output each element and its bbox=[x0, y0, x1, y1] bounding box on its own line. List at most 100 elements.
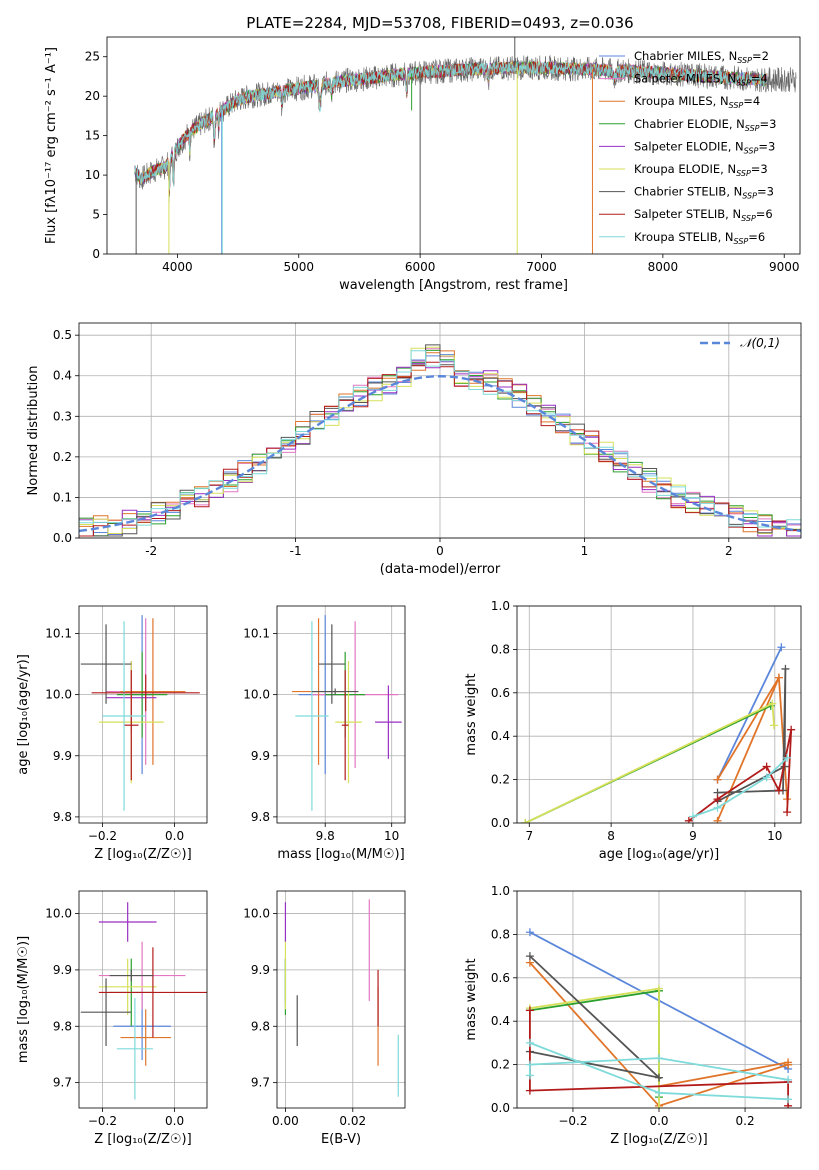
tick-label-y: 0.4 bbox=[53, 369, 72, 383]
tick-label-y: 9.9 bbox=[251, 963, 270, 977]
weight-line bbox=[529, 989, 660, 1098]
tick-label-y: 0.0 bbox=[53, 531, 72, 545]
weight-line bbox=[716, 677, 780, 822]
spectrum-model-line bbox=[134, 61, 767, 191]
y-axis-label: mass weight bbox=[464, 673, 479, 755]
plot-area bbox=[284, 899, 399, 1097]
tick-label-y: 0.3 bbox=[53, 409, 72, 423]
tick-label-y: 0.4 bbox=[491, 1014, 510, 1028]
weight-marker bbox=[525, 1006, 534, 1015]
weight-line bbox=[658, 1061, 789, 1088]
tick-label-x: 9 bbox=[689, 829, 697, 843]
tick-label-x: 5000 bbox=[283, 260, 314, 274]
x-axis-label: Z [log₁₀(Z/Z☉)] bbox=[94, 847, 191, 862]
tick-label-y: 10.0 bbox=[45, 907, 72, 921]
normal-reference-curve bbox=[79, 374, 801, 533]
weight-marker bbox=[783, 753, 792, 762]
tick-label-y: 9.8 bbox=[251, 810, 270, 824]
tick-label-x: 8 bbox=[607, 829, 615, 843]
tick-label-y: 9.8 bbox=[251, 1019, 270, 1033]
weight-line bbox=[524, 702, 775, 823]
chart-residuals: -2 -1 0 1 2 0.0 0.1 0.2 0.3 0.4 0.5 (data-model)/er… bbox=[26, 322, 802, 577]
plot-area bbox=[79, 344, 801, 537]
legend-label: Kroupa ELODIE, NSSP=3 bbox=[634, 162, 768, 178]
tick-label-y: 9.8 bbox=[53, 810, 72, 824]
weight-marker bbox=[784, 1058, 793, 1067]
axes-frame bbox=[276, 890, 406, 1109]
weight-marker bbox=[525, 928, 534, 937]
chart-title: PLATE=2284, MJD=53708, FIBERID=0493, z=0… bbox=[246, 14, 633, 32]
tick-label-y: 1.0 bbox=[491, 599, 510, 613]
axes-frame bbox=[516, 605, 802, 824]
tick-label-x: 0.02 bbox=[339, 1114, 366, 1128]
weight-marker bbox=[787, 725, 796, 734]
chart-mass_vs_Z: −0.2 0.0 9.7 9.8 9.9 10.0 Z [log₁₀(Z/Z☉)] mass … bbox=[16, 890, 208, 1147]
x-axis-label: mass [log₁₀(M/M☉)] bbox=[277, 847, 404, 862]
chart-weight_vs_age: 7 8 9 10 0.0 0.2 0.4 0.6 0.8 1.0 age [log₁₀(age/yr… bbox=[464, 599, 802, 862]
tick-label-y: 10.0 bbox=[243, 907, 270, 921]
tick-label-y: 0.2 bbox=[491, 1058, 510, 1072]
x-axis-label: wavelength [Angstrom, rest frame] bbox=[339, 278, 568, 293]
weight-marker bbox=[655, 984, 663, 993]
weight-marker bbox=[655, 1088, 663, 1097]
chart-age_vs_mass: 9.8 10 9.8 9.9 10.0 10.1 mass [log₁₀(M/M☉)] bbox=[243, 605, 406, 862]
weight-marker bbox=[713, 795, 722, 804]
y-axis-label: Normed distribution bbox=[26, 366, 41, 496]
tick-label-x: 7 bbox=[525, 829, 533, 843]
weight-marker bbox=[774, 786, 783, 795]
tick-label-x: 10 bbox=[384, 829, 399, 843]
tick-label-x: −0.2 bbox=[88, 1114, 117, 1128]
weight-marker bbox=[684, 816, 693, 823]
y-axis-label: Flux [fλ10⁻¹⁷ erg cm⁻² s⁻¹ A⁻¹] bbox=[44, 47, 59, 244]
y-axis-label: age [log₁₀(age/yr)] bbox=[16, 654, 31, 775]
tick-label-x: 0.00 bbox=[272, 1114, 299, 1128]
plot-area bbox=[291, 615, 402, 811]
tick-label-y: 9.7 bbox=[53, 1076, 72, 1090]
weight-marker bbox=[769, 721, 778, 730]
plot-area bbox=[134, 37, 797, 254]
legend-label: Salpeter MILES, NSSP=4 bbox=[634, 72, 768, 88]
legend-label: Kroupa MILES, NSSP=4 bbox=[634, 94, 760, 110]
tick-label-x: −0.2 bbox=[558, 1114, 587, 1128]
tick-label-y: 0.1 bbox=[53, 490, 72, 504]
x-axis-label: Z [log₁₀(Z/Z☉)] bbox=[94, 1132, 191, 1147]
tick-label-y: 10.1 bbox=[243, 627, 270, 641]
tick-label-y: 0 bbox=[92, 247, 100, 261]
plot-area bbox=[80, 902, 207, 1100]
tick-label-y: 1.0 bbox=[491, 884, 510, 898]
axes-frame bbox=[106, 36, 801, 255]
weight-marker bbox=[713, 803, 722, 812]
weight-marker bbox=[525, 952, 534, 961]
tick-label-y: 15 bbox=[85, 129, 100, 143]
weight-marker bbox=[783, 808, 792, 817]
tick-label-x: 2 bbox=[725, 544, 733, 558]
chart-mass_vs_ebv: 0.00 0.02 9.7 9.8 9.9 10.0 E(B-V) bbox=[243, 890, 406, 1147]
weight-marker bbox=[655, 1073, 663, 1082]
tick-label-x: 4000 bbox=[162, 260, 193, 274]
weight-line bbox=[529, 1057, 789, 1081]
weight-line bbox=[688, 729, 793, 822]
legend-label: 𝒩(0,1) bbox=[740, 336, 780, 350]
tick-label-y: 9.8 bbox=[53, 1019, 72, 1033]
tick-label-y: 0.2 bbox=[53, 450, 72, 464]
tick-label-x: 0.2 bbox=[736, 1114, 755, 1128]
tick-label-y: 10 bbox=[85, 168, 100, 182]
tick-label-y: 9.9 bbox=[53, 963, 72, 977]
legend-label: Salpeter STELIB, NSSP=6 bbox=[634, 207, 773, 223]
weight-marker bbox=[525, 1086, 534, 1095]
weight-marker bbox=[525, 1060, 534, 1069]
x-axis-label: (data-model)/error bbox=[380, 562, 501, 577]
tick-label-y: 0.6 bbox=[491, 971, 510, 985]
tick-label-y: 5 bbox=[92, 208, 100, 222]
tick-label-x: 0.0 bbox=[649, 1114, 668, 1128]
tick-label-x: 1 bbox=[581, 544, 589, 558]
weight-marker bbox=[762, 773, 771, 782]
tick-label-y: 9.7 bbox=[251, 1076, 270, 1090]
tick-label-x: 8000 bbox=[648, 260, 679, 274]
legend-label: Chabrier ELODIE, NSSP=3 bbox=[634, 117, 776, 133]
residuals-legend: 𝒩(0,1) bbox=[700, 336, 780, 350]
tick-label-x: 6000 bbox=[405, 260, 436, 274]
weight-marker bbox=[688, 812, 697, 821]
weight-marker bbox=[655, 1104, 663, 1108]
